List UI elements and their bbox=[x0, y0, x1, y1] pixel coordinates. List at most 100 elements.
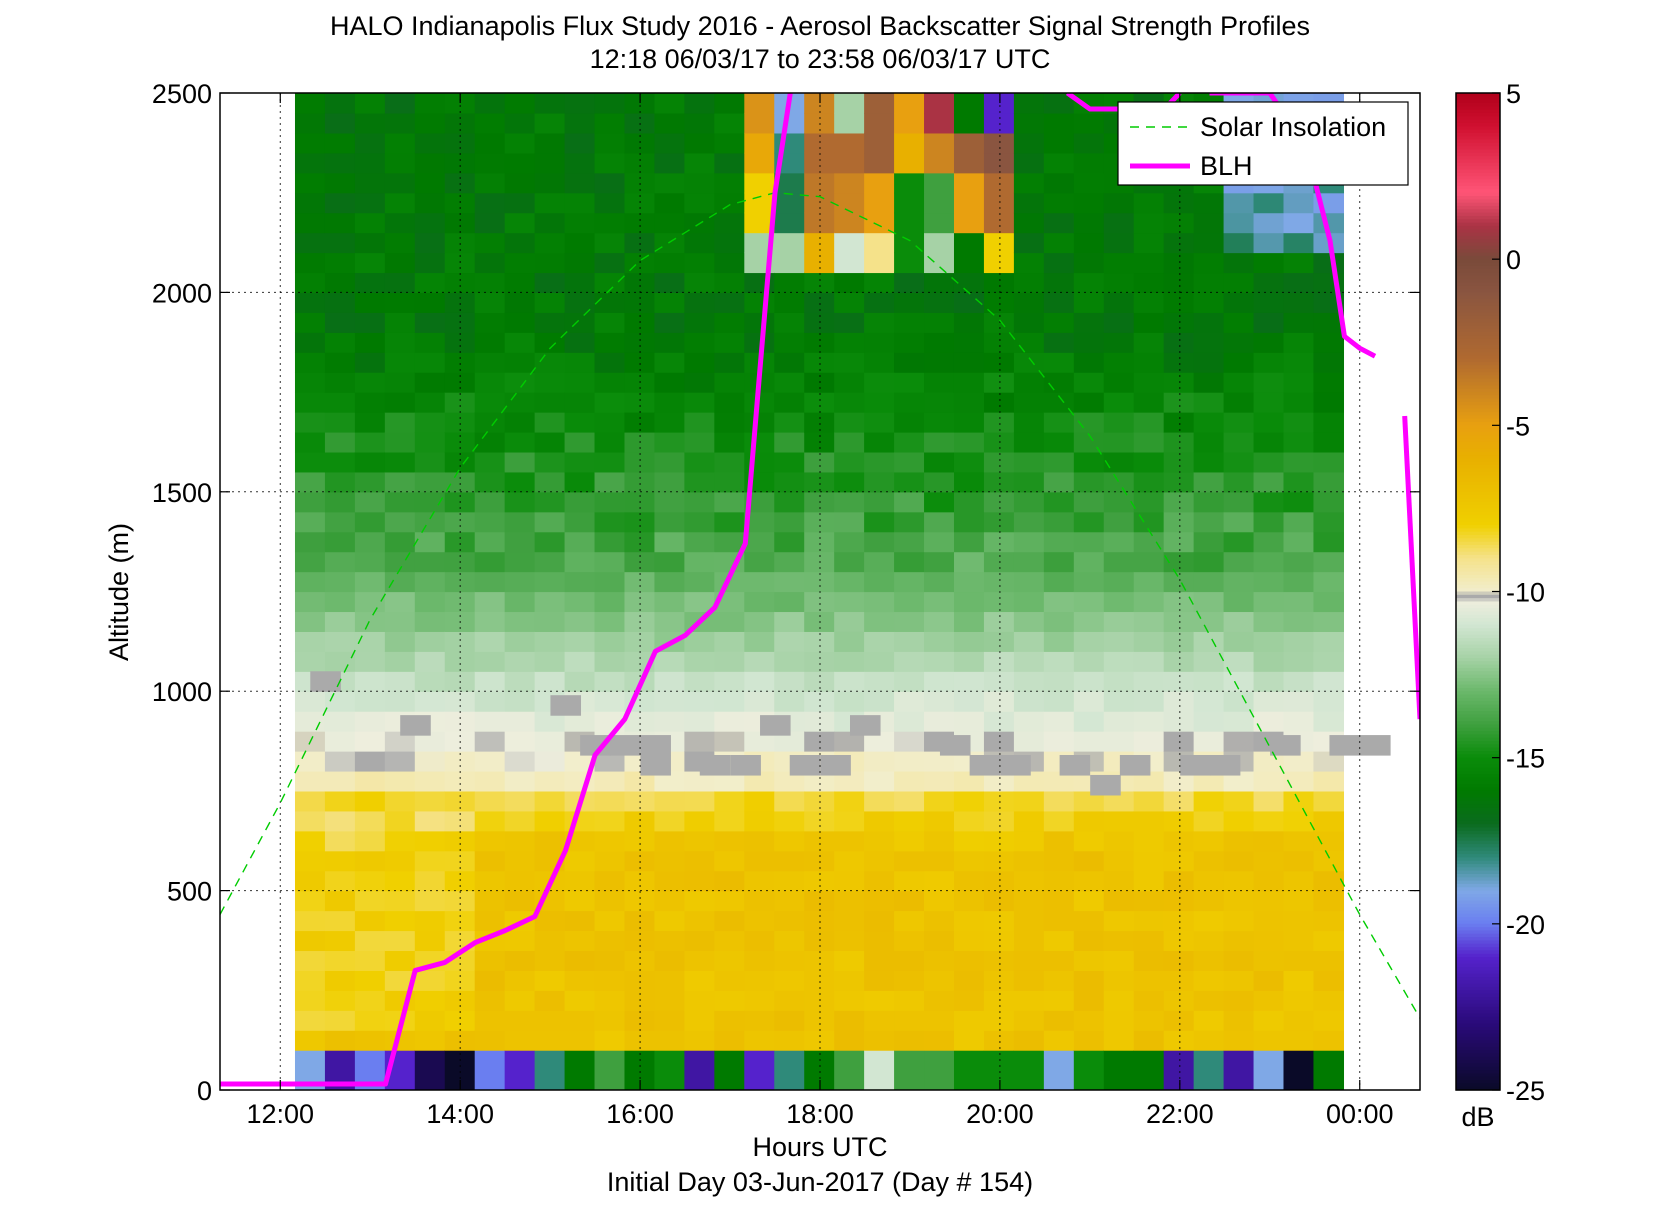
heatmap-cell bbox=[1043, 112, 1075, 134]
heatmap-cell bbox=[894, 292, 925, 313]
heatmap-cell bbox=[1163, 491, 1195, 513]
heatmap-cell bbox=[654, 1010, 685, 1031]
heatmap-cell bbox=[354, 830, 386, 852]
colorbar-cell bbox=[1456, 358, 1500, 363]
heatmap-cell bbox=[1223, 790, 1255, 812]
heatmap-cell bbox=[983, 192, 1015, 214]
heatmap-cell bbox=[1253, 551, 1285, 573]
heatmap-cell bbox=[1133, 1050, 1165, 1090]
heatmap-cell bbox=[1073, 451, 1105, 473]
heatmap-cell bbox=[894, 551, 925, 573]
heatmap-cell bbox=[324, 252, 356, 274]
heatmap-cell bbox=[324, 352, 356, 373]
heatmap-cell bbox=[804, 212, 835, 234]
heatmap-cell bbox=[1163, 531, 1195, 553]
colorbar-cell bbox=[1456, 767, 1500, 772]
heatmap-cell bbox=[924, 272, 955, 293]
heatmap-cell bbox=[1013, 112, 1045, 134]
heatmap-cell bbox=[1223, 1010, 1255, 1031]
heatmap-cell bbox=[714, 451, 745, 473]
heatmap-cell bbox=[834, 830, 865, 852]
heatmap-cell bbox=[294, 930, 326, 952]
heatmap-cell bbox=[474, 272, 506, 293]
heatmap-cell bbox=[864, 1010, 895, 1031]
heatmap-cell bbox=[1043, 471, 1075, 493]
heatmap-cell bbox=[894, 212, 925, 234]
heatmap-cell bbox=[953, 691, 985, 712]
heatmap-cell bbox=[864, 491, 895, 513]
heatmap-cell bbox=[1073, 272, 1105, 293]
colorbar-cell bbox=[1456, 707, 1500, 712]
heatmap-cell bbox=[474, 352, 506, 373]
heatmap-cell bbox=[564, 910, 596, 932]
y-tick-label: 2500 bbox=[152, 79, 212, 109]
heatmap-cell bbox=[1253, 212, 1285, 234]
heatmap-cell bbox=[534, 192, 566, 214]
heatmap-cell bbox=[774, 731, 805, 752]
heatmap-cell bbox=[504, 591, 536, 613]
heatmap-cell bbox=[474, 312, 506, 333]
heatmap-cell bbox=[324, 172, 356, 194]
heatmap-cell bbox=[864, 691, 895, 712]
heatmap-cell bbox=[1163, 850, 1195, 872]
heatmap-cell bbox=[1073, 132, 1105, 154]
heatmap-cell bbox=[804, 252, 835, 274]
heatmap-cell bbox=[1133, 232, 1165, 254]
heatmap-cell bbox=[1313, 790, 1345, 812]
heatmap-cell bbox=[294, 172, 326, 194]
heatmap-cell bbox=[1253, 651, 1285, 672]
heatmap-cell bbox=[804, 292, 835, 313]
heatmap-cell bbox=[744, 172, 775, 194]
heatmap-cell bbox=[894, 850, 925, 872]
heatmap-cell bbox=[294, 93, 326, 114]
heatmap-cell bbox=[354, 691, 386, 712]
heatmap-cell bbox=[384, 412, 416, 433]
heatmap-cell bbox=[624, 631, 656, 652]
heatmap-cell bbox=[624, 1030, 656, 1051]
heatmap-cell bbox=[983, 511, 1015, 533]
heatmap-cell-missing bbox=[789, 755, 821, 776]
colorbar-cell bbox=[1456, 1010, 1500, 1015]
heatmap-cell bbox=[354, 751, 386, 772]
heatmap-cell bbox=[894, 272, 925, 293]
heatmap-cell bbox=[354, 172, 386, 194]
heatmap-cell bbox=[414, 850, 446, 872]
colorbar-cell bbox=[1456, 498, 1500, 503]
heatmap-cell bbox=[534, 412, 566, 433]
heatmap-cell bbox=[1013, 292, 1045, 313]
heatmap-cell bbox=[774, 790, 805, 812]
heatmap-cell bbox=[474, 830, 506, 852]
heatmap-cell bbox=[983, 731, 1015, 752]
heatmap-cell bbox=[774, 431, 805, 453]
colorbar-cell bbox=[1456, 644, 1500, 649]
heatmap-cell bbox=[1013, 531, 1045, 553]
heatmap-cell bbox=[983, 431, 1015, 453]
heatmap-cell bbox=[864, 172, 895, 194]
heatmap-cell bbox=[774, 691, 805, 712]
heatmap-cell bbox=[324, 990, 356, 1011]
heatmap-cell bbox=[474, 671, 506, 692]
heatmap-cell bbox=[1013, 232, 1045, 254]
heatmap-cell bbox=[983, 531, 1015, 553]
heatmap-cell bbox=[1133, 312, 1165, 333]
heatmap-cell bbox=[1073, 830, 1105, 852]
heatmap-cell bbox=[1103, 431, 1135, 453]
heatmap-cell bbox=[1283, 830, 1315, 852]
heatmap-cell bbox=[594, 112, 626, 134]
heatmap-cell bbox=[474, 392, 506, 413]
colorbar-cell bbox=[1456, 122, 1500, 127]
heatmap-cell bbox=[953, 551, 985, 573]
heatmap-cell bbox=[594, 631, 626, 652]
heatmap-cell bbox=[714, 950, 745, 971]
heatmap-cell bbox=[1073, 531, 1105, 553]
heatmap-cell bbox=[804, 132, 835, 154]
heatmap-cell bbox=[983, 312, 1015, 333]
heatmap-cell bbox=[1163, 511, 1195, 533]
heatmap-cell bbox=[983, 272, 1015, 293]
heatmap-cell bbox=[1013, 392, 1045, 413]
heatmap-cell bbox=[714, 252, 745, 274]
heatmap-cell bbox=[564, 651, 596, 672]
colorbar-cell bbox=[1456, 850, 1500, 855]
colorbar-gradient bbox=[1456, 93, 1500, 1091]
heatmap-cell bbox=[1103, 870, 1135, 892]
